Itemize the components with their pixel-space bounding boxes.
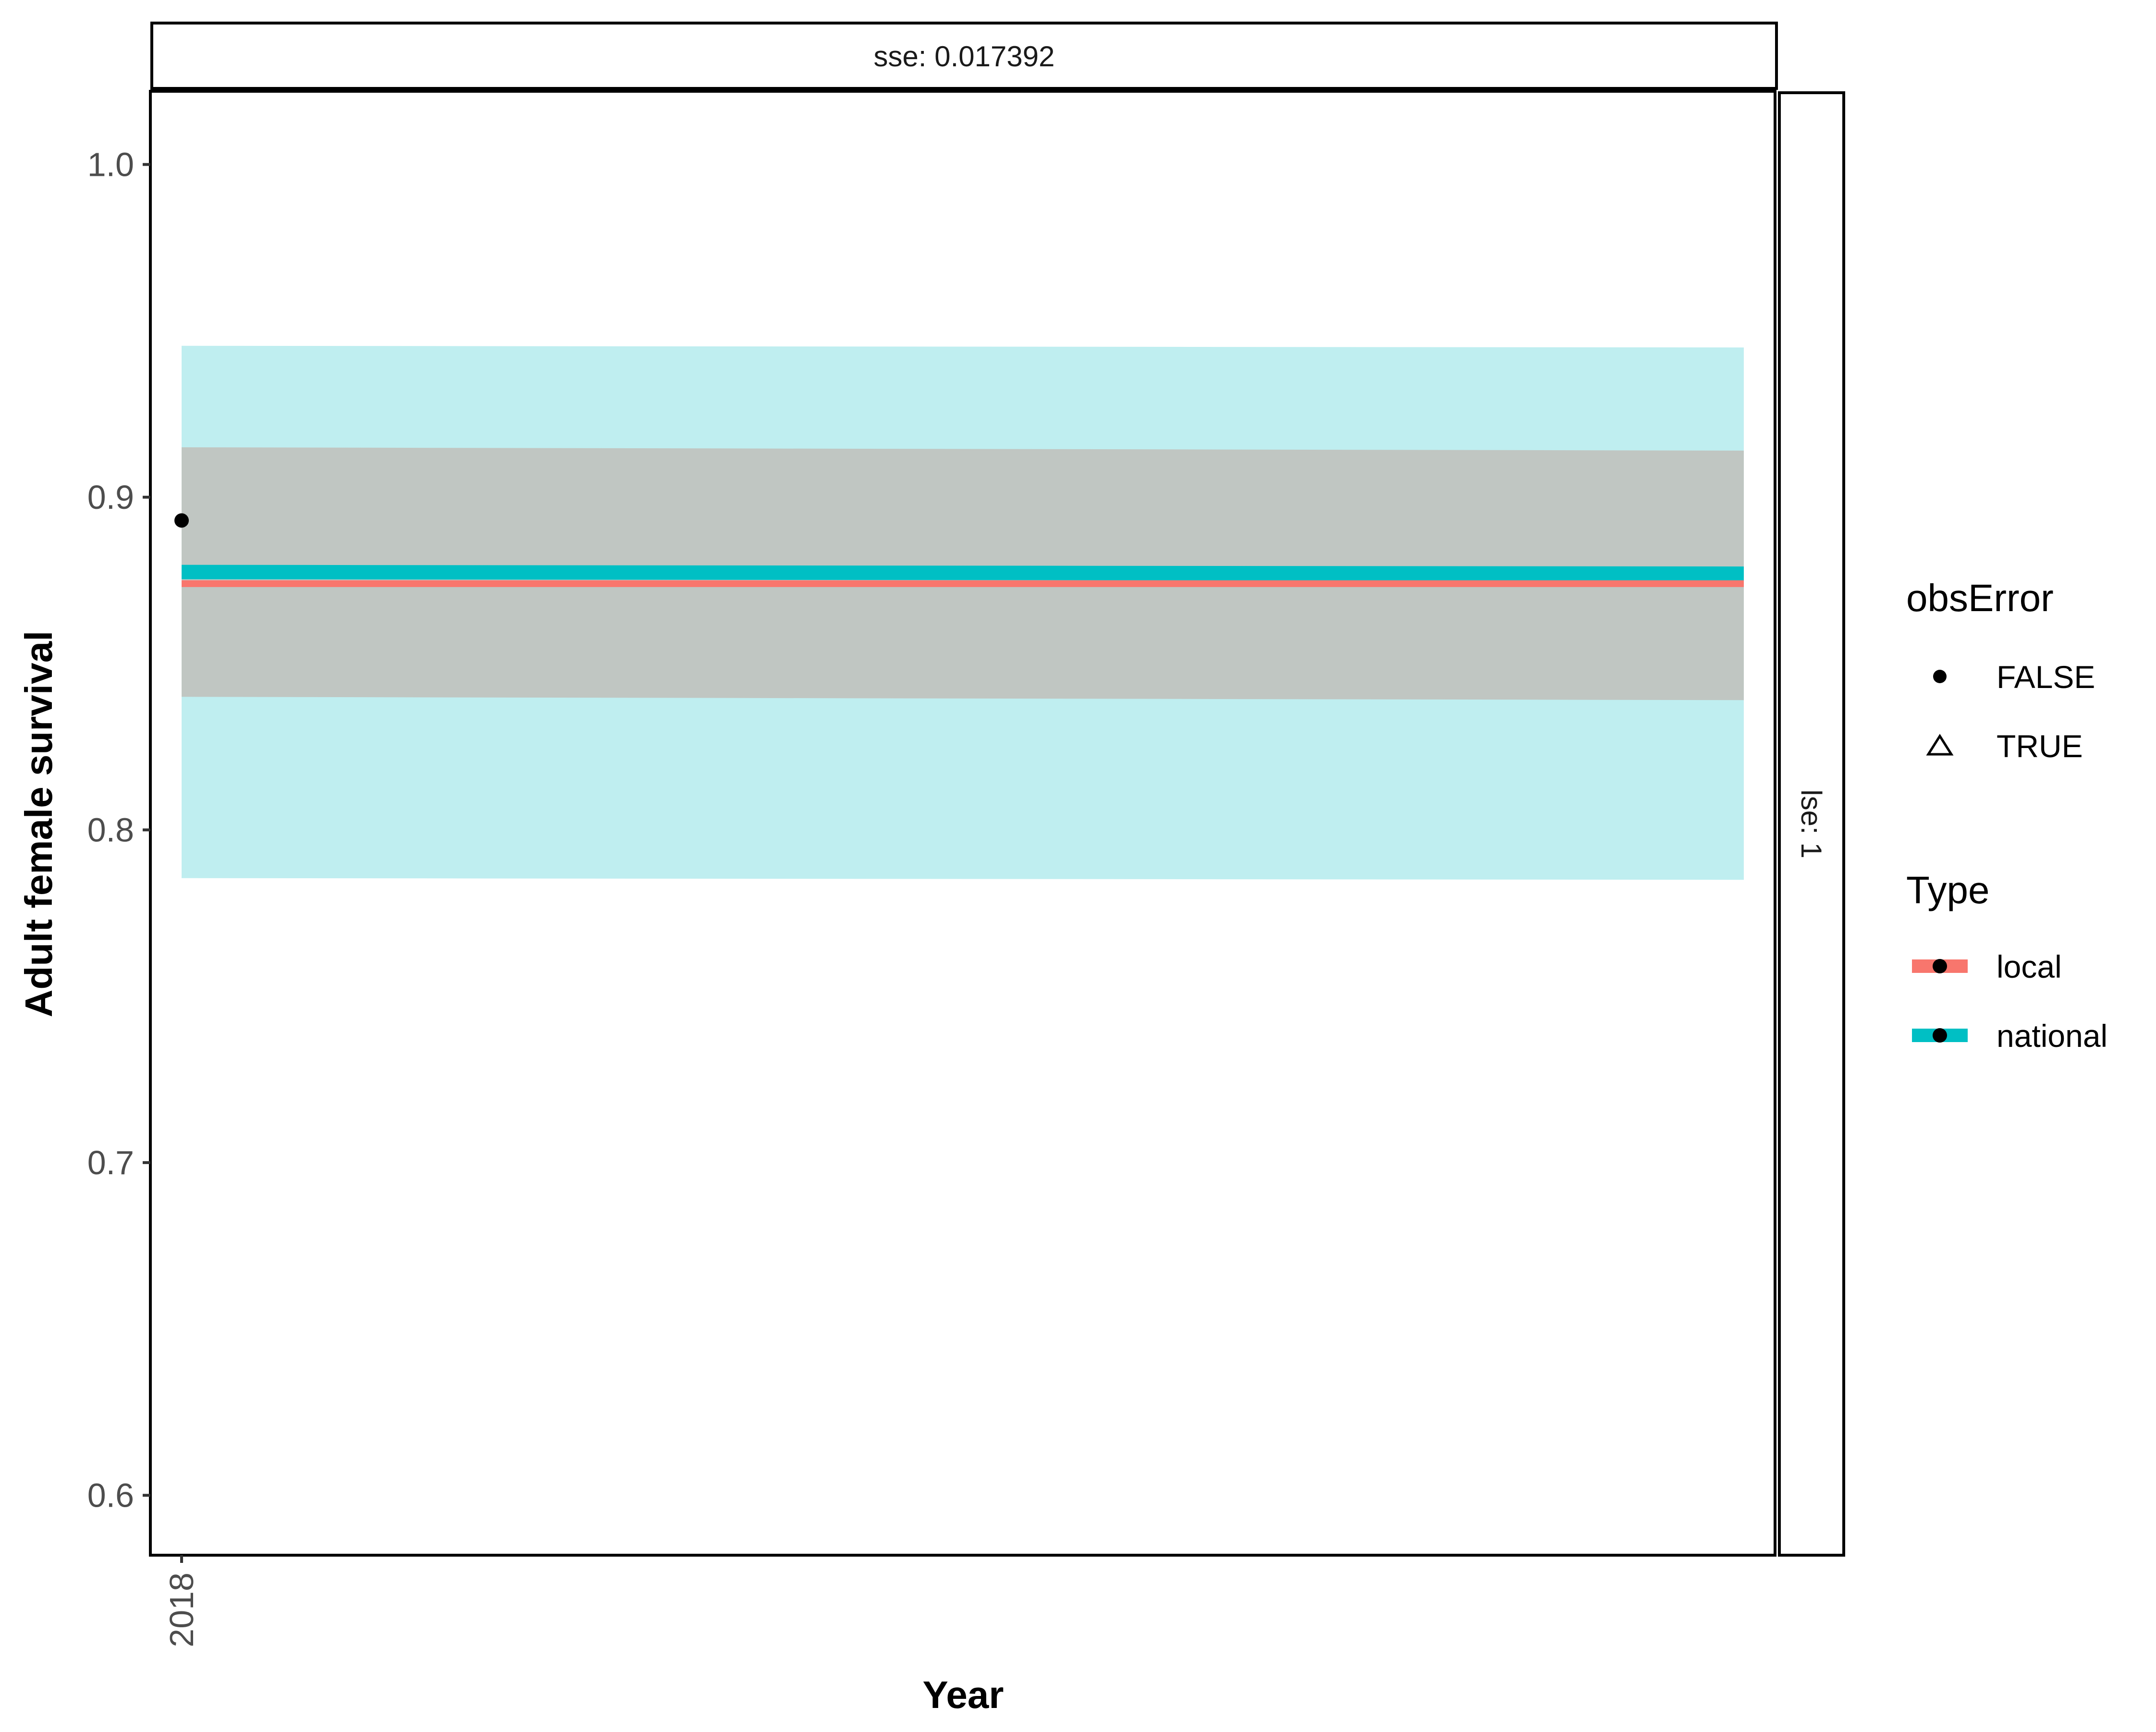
y-axis-title: Adult female survival [17, 631, 60, 1018]
facet-strip-right [1778, 91, 1845, 1557]
legend-label-false: FALSE [1997, 659, 2095, 695]
x-axis-title: Year [922, 1673, 1004, 1716]
x-tick-label-0: 2018 [163, 1572, 200, 1647]
y-tick-label-4: 1.0 [87, 146, 134, 183]
legend-symbol-false [1933, 670, 1947, 683]
legend-key-point-national [1933, 1028, 1947, 1043]
x-axis: 2018 [163, 1555, 200, 1647]
legend-label-local: local [1997, 949, 2062, 984]
line-national [182, 565, 1744, 581]
data-point-0 [174, 513, 189, 528]
y-tick-label-0: 0.6 [87, 1476, 134, 1514]
panel-border [149, 90, 1776, 1557]
facet-right-label: lse: 1 [1795, 789, 1827, 858]
legend-label-true: TRUE [1997, 728, 2083, 764]
plot-area [174, 345, 1744, 880]
legend-symbol-true [1926, 734, 1954, 756]
facet-strip-top [150, 22, 1778, 90]
legend-label-national: national [1997, 1018, 2107, 1054]
legend-title-type: Type [1906, 869, 1989, 911]
legend-key-point-local [1933, 959, 1947, 973]
legend: obsError FALSE TRUE Type local national [1906, 577, 2107, 1054]
facet-top-label: sse: 0.017392 [874, 40, 1055, 73]
y-tick-label-1: 0.7 [87, 1144, 134, 1181]
y-tick-label-2: 0.8 [87, 811, 134, 848]
y-tick-label-3: 0.9 [87, 479, 134, 516]
legend-title-obserror: obsError [1906, 577, 2054, 619]
y-axis: 0.6 0.7 0.8 0.9 1.0 [87, 146, 150, 1514]
